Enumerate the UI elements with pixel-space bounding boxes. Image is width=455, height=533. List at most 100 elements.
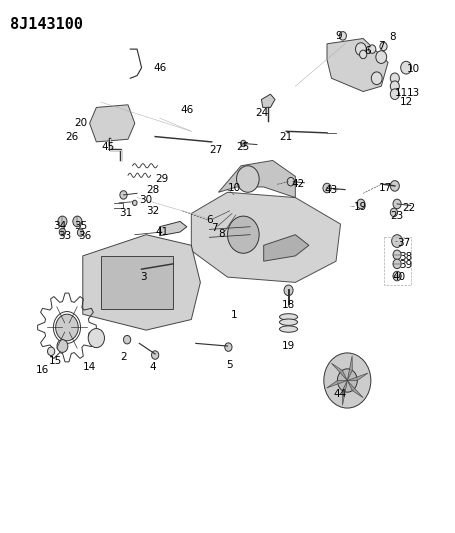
Text: 28: 28 bbox=[146, 184, 160, 195]
Circle shape bbox=[338, 369, 357, 392]
Text: 38: 38 bbox=[399, 252, 413, 262]
Polygon shape bbox=[264, 235, 309, 261]
Polygon shape bbox=[347, 373, 368, 381]
Text: 31: 31 bbox=[119, 208, 132, 219]
Polygon shape bbox=[160, 221, 187, 236]
Polygon shape bbox=[342, 381, 347, 405]
Text: 6: 6 bbox=[364, 46, 371, 56]
Text: 12: 12 bbox=[399, 97, 413, 107]
Circle shape bbox=[287, 177, 294, 186]
Circle shape bbox=[355, 43, 366, 55]
Circle shape bbox=[376, 51, 387, 63]
Text: 11: 11 bbox=[395, 88, 408, 98]
Polygon shape bbox=[262, 94, 275, 108]
Circle shape bbox=[323, 183, 331, 193]
Circle shape bbox=[390, 208, 398, 216]
Text: 15: 15 bbox=[49, 356, 62, 366]
Text: 21: 21 bbox=[280, 132, 293, 142]
Circle shape bbox=[120, 191, 127, 199]
Circle shape bbox=[369, 45, 376, 53]
Polygon shape bbox=[101, 256, 173, 309]
Circle shape bbox=[47, 347, 55, 356]
Text: 45: 45 bbox=[101, 142, 114, 152]
Text: 30: 30 bbox=[140, 195, 153, 205]
Text: 42: 42 bbox=[291, 179, 304, 189]
Text: 46: 46 bbox=[153, 63, 166, 72]
Polygon shape bbox=[83, 235, 200, 330]
Text: 10: 10 bbox=[228, 183, 241, 193]
Text: 22: 22 bbox=[402, 203, 415, 213]
Text: 17: 17 bbox=[379, 183, 392, 193]
Circle shape bbox=[390, 181, 399, 191]
Text: 19: 19 bbox=[354, 202, 368, 212]
Polygon shape bbox=[218, 160, 295, 198]
Circle shape bbox=[357, 199, 365, 209]
Text: 9: 9 bbox=[335, 31, 342, 41]
Polygon shape bbox=[327, 381, 347, 388]
Text: 10: 10 bbox=[406, 64, 420, 74]
Text: 32: 32 bbox=[146, 206, 160, 216]
Polygon shape bbox=[347, 356, 352, 381]
Circle shape bbox=[88, 328, 105, 348]
Text: 13: 13 bbox=[407, 88, 420, 98]
Polygon shape bbox=[191, 192, 340, 282]
Text: 27: 27 bbox=[210, 145, 223, 155]
Text: 2: 2 bbox=[120, 352, 127, 361]
Circle shape bbox=[393, 199, 401, 209]
Text: 35: 35 bbox=[74, 221, 87, 231]
Text: 24: 24 bbox=[255, 108, 268, 118]
Circle shape bbox=[152, 351, 159, 359]
Circle shape bbox=[123, 335, 131, 344]
Ellipse shape bbox=[279, 314, 298, 320]
Text: 8J143100: 8J143100 bbox=[10, 17, 83, 33]
Text: 26: 26 bbox=[65, 132, 78, 142]
Circle shape bbox=[390, 81, 399, 92]
Text: 18: 18 bbox=[282, 300, 295, 310]
Text: 29: 29 bbox=[155, 174, 168, 184]
Text: 36: 36 bbox=[78, 231, 91, 241]
Text: 14: 14 bbox=[83, 362, 96, 372]
Circle shape bbox=[132, 200, 137, 206]
Text: 43: 43 bbox=[325, 184, 338, 195]
Polygon shape bbox=[90, 105, 135, 142]
Circle shape bbox=[284, 285, 293, 296]
Circle shape bbox=[380, 42, 387, 51]
Text: 34: 34 bbox=[54, 221, 67, 231]
Text: 25: 25 bbox=[237, 142, 250, 152]
Circle shape bbox=[77, 229, 84, 236]
Text: 3: 3 bbox=[141, 272, 147, 282]
Circle shape bbox=[392, 235, 403, 247]
Text: 33: 33 bbox=[58, 231, 71, 241]
Text: 7: 7 bbox=[378, 42, 384, 52]
Text: 4: 4 bbox=[150, 362, 156, 372]
Text: 46: 46 bbox=[180, 105, 193, 115]
Circle shape bbox=[228, 216, 259, 253]
Circle shape bbox=[241, 140, 246, 147]
Text: 16: 16 bbox=[35, 365, 49, 375]
Polygon shape bbox=[347, 381, 363, 398]
Polygon shape bbox=[327, 38, 388, 92]
Circle shape bbox=[401, 61, 412, 74]
Text: 37: 37 bbox=[397, 238, 410, 248]
Circle shape bbox=[339, 31, 346, 40]
Circle shape bbox=[58, 216, 67, 227]
Circle shape bbox=[56, 314, 78, 341]
Circle shape bbox=[393, 271, 401, 281]
Text: 1: 1 bbox=[231, 310, 238, 320]
Text: 6: 6 bbox=[206, 215, 213, 225]
Circle shape bbox=[359, 50, 367, 59]
Circle shape bbox=[390, 89, 399, 100]
Circle shape bbox=[237, 166, 259, 192]
Text: 40: 40 bbox=[393, 272, 406, 282]
Circle shape bbox=[393, 259, 401, 269]
Text: 41: 41 bbox=[155, 227, 168, 237]
Ellipse shape bbox=[279, 326, 298, 332]
Circle shape bbox=[393, 250, 401, 260]
Text: 8: 8 bbox=[218, 229, 225, 239]
Circle shape bbox=[73, 216, 82, 227]
Text: 20: 20 bbox=[74, 118, 87, 128]
Circle shape bbox=[390, 73, 399, 84]
Circle shape bbox=[59, 228, 66, 236]
Circle shape bbox=[57, 340, 68, 352]
Ellipse shape bbox=[279, 319, 298, 325]
